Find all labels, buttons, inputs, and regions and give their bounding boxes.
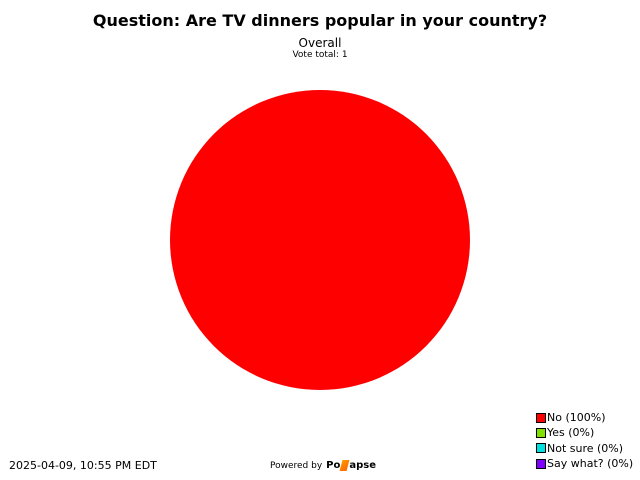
legend-label: No (100%) [547,411,606,424]
legend-label: Yes (0%) [547,426,595,440]
vote-total: Vote total: 1 [292,50,348,60]
legend-swatch [536,427,546,438]
legend-swatch [536,443,546,454]
legend-item: Yes (0%) [536,425,633,440]
timestamp: 2025-04-09, 10:55 PM EDT [9,459,157,472]
legend-swatch [536,412,546,423]
logo-text-right: apse [349,460,377,471]
legend: No (100%) Yes (0%) Not sure (0%) Say what? … [536,410,633,471]
legend-item: No (100%) [536,410,633,425]
powered-by-label: Powered by [270,460,323,471]
chart-subtitle: Overall [298,36,342,50]
legend-swatch [536,458,546,469]
chart-title: Question: Are TV dinners popular in your… [92,11,548,30]
legend-item: Not sure (0%) [536,441,633,456]
logo-mark-icon [339,460,350,471]
legend-item: Say what? (0%) [536,456,633,471]
pie-slice-no [170,90,470,390]
logo-text-left: Po [326,460,341,471]
logo[interactable]: Po apse [326,460,376,471]
legend-label: Say what? (0%) [547,456,634,470]
legend-label: Not sure (0%) [547,441,624,455]
powered-by[interactable]: Powered by Po apse [270,460,376,471]
